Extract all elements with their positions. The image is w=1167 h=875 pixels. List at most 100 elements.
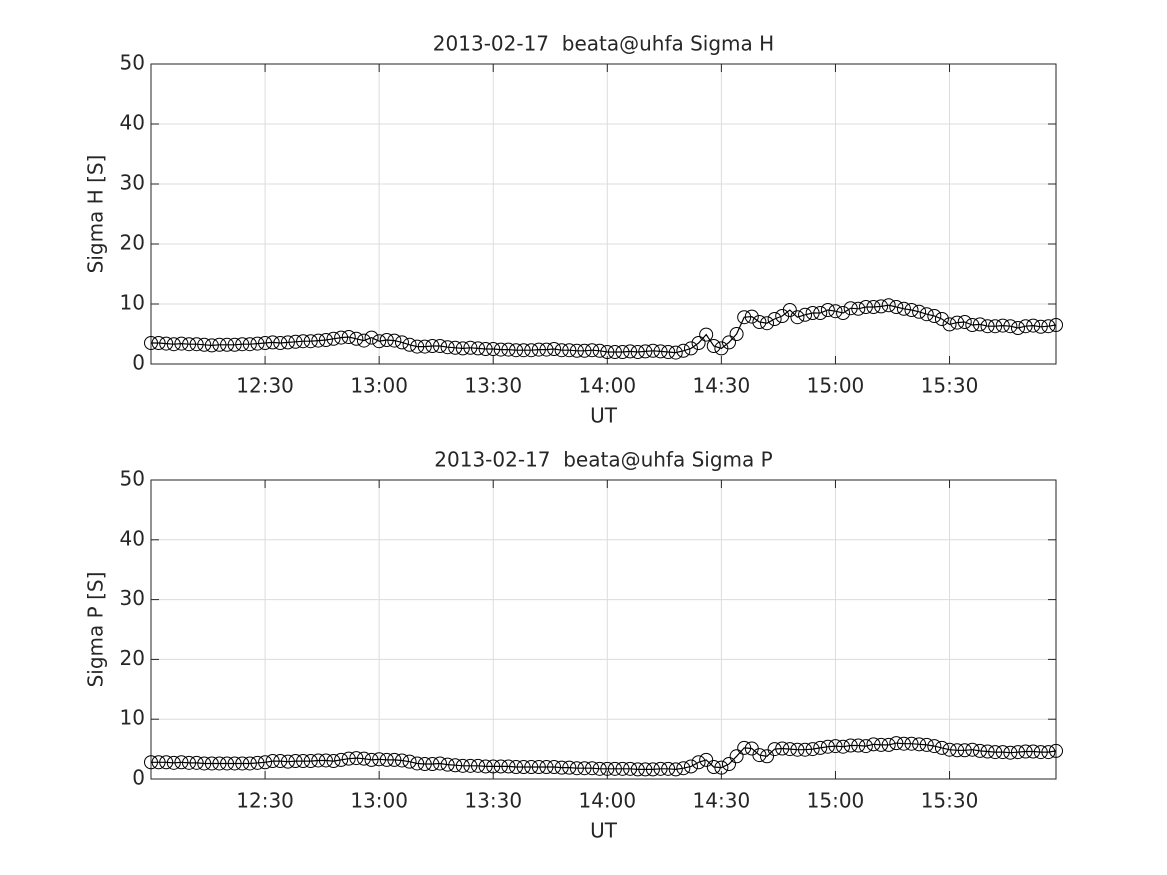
data-point (805, 306, 820, 320)
data-point (440, 757, 455, 772)
data-point (197, 756, 212, 771)
data-point (957, 315, 972, 329)
data-point (326, 331, 341, 346)
y-tick-label: 0 (132, 766, 145, 790)
data-point (212, 756, 227, 771)
data-point (448, 758, 463, 773)
data-point (425, 757, 440, 772)
data-point (334, 330, 349, 345)
data-point (144, 336, 158, 350)
data-point (379, 333, 394, 347)
x-tick-label: 14:30 (693, 374, 751, 398)
data-point (151, 336, 166, 350)
data-point (1033, 319, 1048, 334)
data-point (1049, 318, 1063, 332)
data-point (288, 754, 303, 769)
subplot: 0 10 20 30 40 50 12:30 13:00 13:30 14:00 14:30 15:0… (84, 32, 1063, 428)
data-point (798, 742, 813, 757)
data-point (501, 759, 516, 774)
y-tick-label: 20 (120, 646, 145, 670)
data-point (782, 303, 797, 317)
data-point (798, 307, 813, 322)
x-tick-label: 15:00 (807, 789, 865, 813)
data-point (600, 761, 615, 776)
data-point (836, 306, 851, 320)
x-tick-label: 13:00 (350, 789, 408, 813)
data-point (744, 309, 759, 324)
data-point (212, 337, 227, 352)
data-point (220, 756, 235, 771)
data-point (296, 334, 311, 349)
data-point (851, 301, 866, 316)
data-point (645, 762, 660, 777)
x-tick-label: 12:30 (236, 374, 294, 398)
data-point (1026, 318, 1041, 333)
x-tick-label: 14:30 (693, 789, 751, 813)
data-point (1018, 744, 1033, 759)
data-point (874, 299, 889, 314)
data-point (539, 760, 554, 775)
data-point (1041, 319, 1056, 334)
x-tick-label: 13:30 (464, 374, 522, 398)
data-point (607, 345, 622, 359)
y-axis-label: Sigma P [S] (84, 572, 108, 688)
data-point (950, 743, 965, 758)
data-point (1049, 743, 1063, 758)
data-point (417, 757, 432, 772)
chart-title: 2013-02-17 beata@uhfa Sigma P (434, 448, 772, 472)
data-point (265, 335, 280, 350)
plot-frame (150, 63, 1057, 365)
data-point (843, 301, 858, 316)
data-point (493, 759, 508, 774)
data-point (463, 340, 478, 355)
data-point (311, 753, 326, 768)
data-point (638, 344, 653, 359)
data-point (942, 317, 957, 332)
data-point (448, 340, 463, 355)
data-point (189, 755, 204, 770)
data-point (706, 760, 721, 775)
data-point (934, 312, 949, 326)
data-point (471, 758, 486, 773)
data-point (554, 343, 569, 358)
data-point (615, 345, 630, 359)
y-tick-label: 20 (120, 231, 145, 255)
data-point (516, 760, 531, 775)
x-tick-label: 12:30 (236, 789, 294, 813)
x-tick-label: 15:30 (921, 789, 979, 813)
y-tick-label: 30 (120, 586, 145, 610)
data-point (296, 754, 311, 769)
data-point (166, 755, 181, 770)
data-point (455, 758, 470, 773)
x-tick-label: 15:30 (921, 374, 979, 398)
data-point (653, 344, 668, 359)
data-point (227, 337, 242, 352)
data-point (280, 335, 295, 350)
data-point (432, 339, 447, 353)
data-point (790, 310, 805, 325)
data-point (432, 756, 447, 771)
data-point (995, 318, 1010, 333)
data-point (326, 754, 341, 769)
data-point (197, 337, 212, 352)
data-point (531, 760, 546, 775)
data-point (524, 760, 539, 775)
data-point (151, 755, 166, 770)
data-point (661, 761, 676, 776)
data-point (509, 760, 524, 775)
data-point (623, 344, 638, 359)
data-point (851, 738, 866, 753)
data-point (790, 742, 805, 757)
data-point (1003, 745, 1018, 760)
data-point (182, 337, 197, 352)
data-point (828, 304, 843, 319)
data-point (334, 752, 349, 767)
data-point (904, 303, 919, 317)
data-point (1041, 745, 1056, 760)
data-point (265, 754, 280, 769)
data-point (820, 739, 835, 754)
data-point (965, 318, 980, 332)
data-point (858, 739, 873, 754)
data-point (1010, 321, 1025, 335)
x-axis-label: UT (590, 819, 618, 843)
